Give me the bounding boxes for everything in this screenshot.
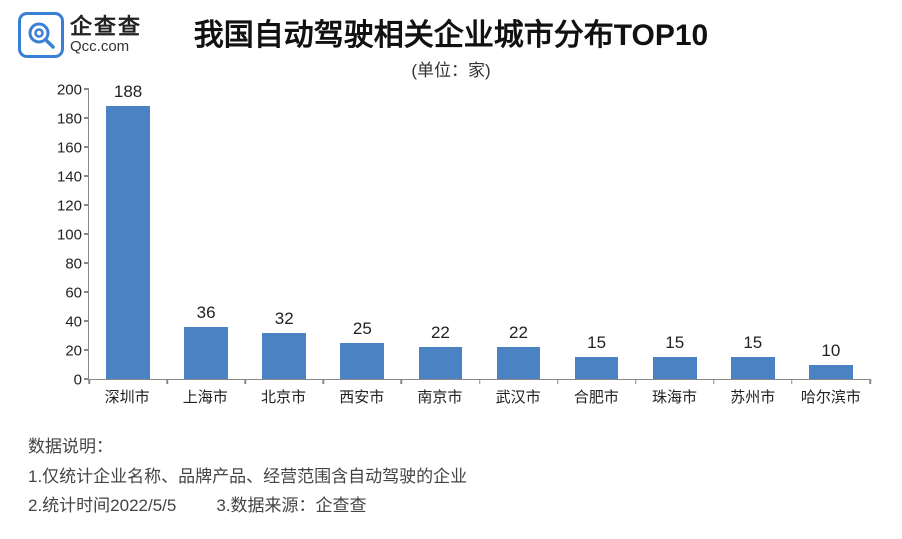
x-tick-label: 苏州市 [714, 380, 792, 410]
bar-value-label: 25 [340, 319, 384, 339]
x-tick-label: 珠海市 [635, 380, 713, 410]
notes-line-2a: 2.统计时间2022/5/5 [28, 491, 176, 521]
notes-line-1: 1.仅统计企业名称、品牌产品、经营范围含自动驾驶的企业 [28, 462, 467, 492]
bar-value-label: 22 [419, 323, 463, 343]
y-tick-mark [84, 320, 89, 322]
y-tick-label: 120 [57, 198, 82, 215]
bar-slot: 22 [401, 90, 479, 379]
bar-value-label: 10 [809, 341, 853, 361]
bar-slot: 36 [167, 90, 245, 379]
bar: 188 [106, 106, 150, 379]
y-axis: 020406080100120140160180200 [40, 90, 88, 380]
bar: 10 [809, 365, 853, 380]
chart-title-block: 我国自动驾驶相关企业城市分布TOP10 (单位：家) [0, 10, 902, 81]
bar-value-label: 22 [497, 323, 541, 343]
notes-heading: 数据说明： [28, 432, 467, 462]
bar-value-label: 188 [106, 82, 150, 102]
y-tick-mark [84, 175, 89, 177]
chart-subtitle: (单位：家) [0, 56, 902, 81]
y-tick-mark [84, 233, 89, 235]
bar: 15 [575, 357, 619, 379]
x-tick-label: 合肥市 [557, 380, 635, 410]
bar-slot: 25 [323, 90, 401, 379]
bar: 15 [731, 357, 775, 379]
bar-value-label: 15 [731, 333, 775, 353]
x-tick-label: 哈尔滨市 [792, 380, 870, 410]
x-tick-label: 武汉市 [479, 380, 557, 410]
x-tick-label: 西安市 [323, 380, 401, 410]
bar-slot: 188 [89, 90, 167, 379]
y-tick-mark [84, 117, 89, 119]
y-tick-mark [84, 88, 89, 90]
y-tick-mark [84, 262, 89, 264]
y-tick-mark [84, 204, 89, 206]
y-tick-label: 160 [57, 140, 82, 157]
bar: 36 [184, 327, 228, 379]
x-tick-label: 南京市 [401, 380, 479, 410]
x-tick-label: 上海市 [166, 380, 244, 410]
bar-value-label: 32 [262, 309, 306, 329]
y-tick-label: 40 [65, 314, 82, 331]
x-tick-label: 深圳市 [88, 380, 166, 410]
y-tick-label: 80 [65, 256, 82, 273]
y-tick-label: 20 [65, 343, 82, 360]
bar: 15 [653, 357, 697, 379]
data-notes: 数据说明： 1.仅统计企业名称、品牌产品、经营范围含自动驾驶的企业 2.统计时间… [28, 432, 467, 521]
bar-value-label: 15 [575, 333, 619, 353]
notes-line-2b: 3.数据来源：企查查 [216, 491, 366, 521]
bar-slot: 32 [245, 90, 323, 379]
bars-container: 188 36 32 25 22 22 15 15 15 10 [89, 90, 870, 379]
bar-slot: 15 [636, 90, 714, 379]
bar-slot: 15 [714, 90, 792, 379]
bar: 25 [340, 343, 384, 379]
bar-slot: 10 [792, 90, 870, 379]
y-tick-label: 140 [57, 169, 82, 186]
y-tick-label: 200 [57, 82, 82, 99]
y-tick-label: 100 [57, 227, 82, 244]
chart-title: 我国自动驾驶相关企业城市分布TOP10 [0, 10, 902, 54]
y-tick-mark [84, 291, 89, 293]
y-tick-label: 0 [74, 372, 82, 389]
bar-slot: 15 [558, 90, 636, 379]
bar-chart: 020406080100120140160180200 188363225222… [40, 90, 870, 410]
bar-value-label: 15 [653, 333, 697, 353]
y-tick-label: 60 [65, 285, 82, 302]
bar: 32 [262, 333, 306, 379]
y-tick-label: 180 [57, 111, 82, 128]
plot-area: 188 36 32 25 22 22 15 15 15 10 [88, 90, 870, 380]
y-tick-mark [84, 349, 89, 351]
bar-value-label: 36 [184, 303, 228, 323]
bar-slot: 22 [479, 90, 557, 379]
x-axis-labels: 深圳市上海市北京市西安市南京市武汉市合肥市珠海市苏州市哈尔滨市 [88, 380, 870, 410]
bar: 22 [497, 347, 541, 379]
x-tick-label: 北京市 [244, 380, 322, 410]
y-tick-mark [84, 146, 89, 148]
bar: 22 [419, 347, 463, 379]
